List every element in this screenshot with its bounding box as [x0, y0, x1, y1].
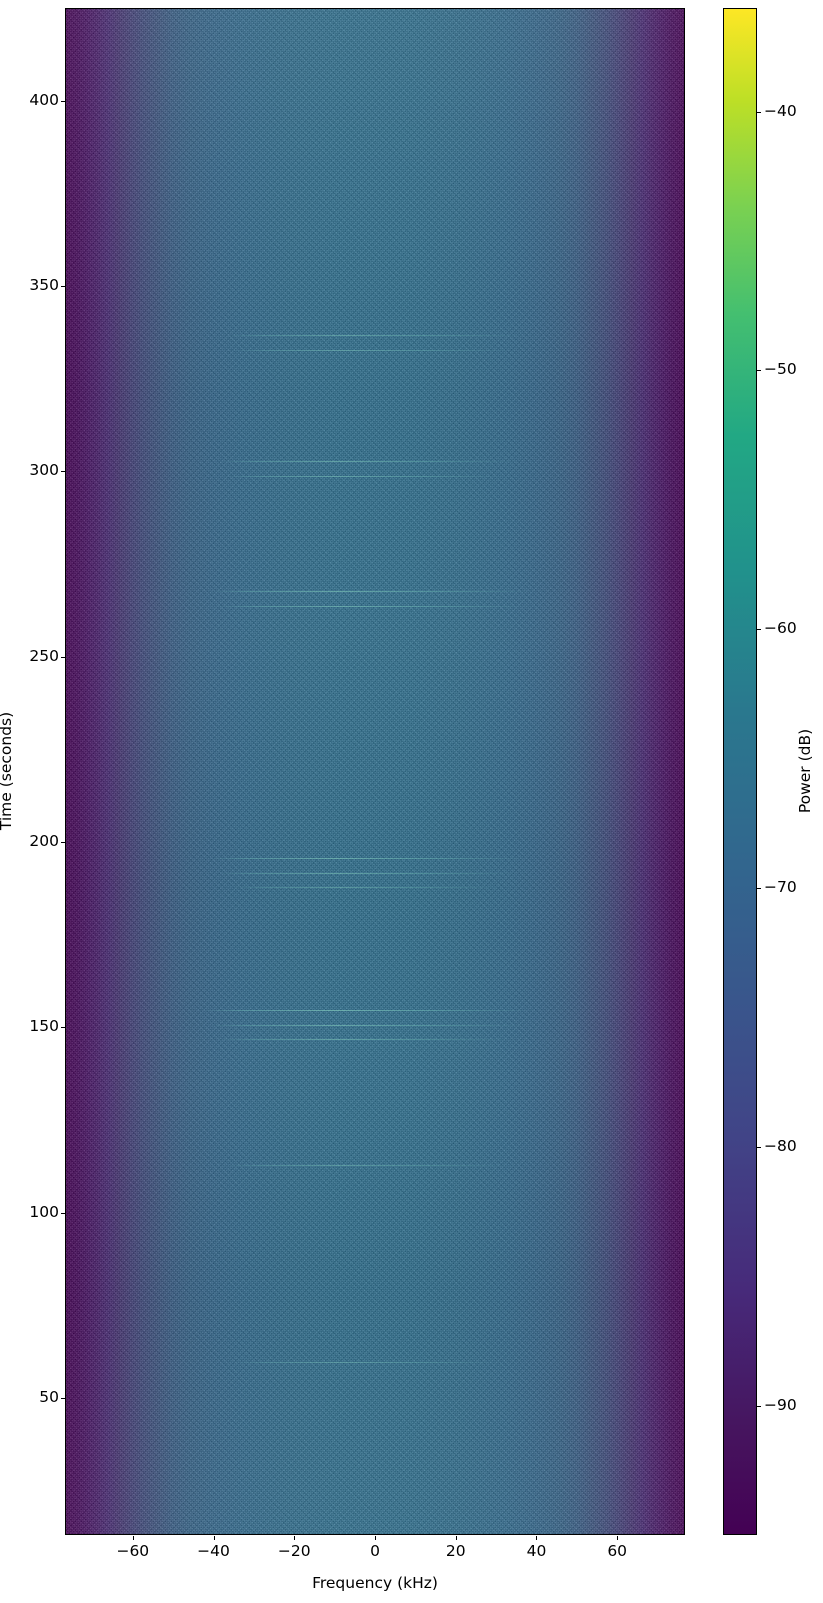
colorbar-tick-mark — [757, 629, 761, 631]
y-tick-mark — [61, 100, 65, 102]
colorbar-tick-label: −50 — [764, 360, 797, 379]
x-tick-label: 60 — [607, 1542, 628, 1560]
y-tick-label: 200 — [29, 831, 59, 850]
colorbar-tick-mark — [757, 370, 761, 372]
y-axis-label: Time (seconds) — [0, 711, 15, 831]
colorbar-tick-mark — [757, 1146, 761, 1148]
y-tick-label: 50 — [39, 1387, 59, 1406]
colorbar-tick-mark — [757, 111, 761, 113]
y-tick-label: 400 — [29, 90, 59, 109]
x-tick-mark — [455, 1536, 457, 1540]
time-drift-gradient — [66, 9, 684, 1534]
y-tick-mark — [61, 656, 65, 658]
y-tick-mark — [61, 1397, 65, 1399]
x-tick-mark — [617, 1536, 619, 1540]
spectrogram-plot-area[interactable] — [65, 8, 685, 1535]
power-colorbar[interactable] — [723, 8, 757, 1535]
colorbar-tick-label: −80 — [764, 1136, 797, 1155]
y-tick-label: 100 — [29, 1202, 59, 1221]
x-tick-label: −20 — [277, 1542, 311, 1560]
colorbar-tick-label: −70 — [764, 877, 797, 896]
x-tick-mark — [132, 1536, 134, 1540]
colorbar-tick-mark — [757, 887, 761, 889]
x-tick-label: 20 — [445, 1542, 466, 1560]
y-tick-mark — [61, 1212, 65, 1214]
colorbar-tick-label: −90 — [764, 1395, 797, 1414]
x-tick-label: 0 — [370, 1542, 380, 1560]
x-tick-label: −60 — [116, 1542, 150, 1560]
colorbar-label: Power (dB) — [796, 728, 814, 814]
y-tick-mark — [61, 285, 65, 287]
spectrogram-noise-texture — [66, 9, 684, 1534]
frequency-power-gradient — [66, 9, 684, 1534]
y-tick-label: 350 — [29, 275, 59, 294]
x-axis-label: Frequency (kHz) — [312, 1574, 438, 1592]
x-tick-mark — [536, 1536, 538, 1540]
x-tick-mark — [294, 1536, 296, 1540]
x-tick-label: 40 — [526, 1542, 547, 1560]
x-tick-mark — [375, 1536, 376, 1540]
x-tick-mark — [213, 1536, 215, 1540]
y-tick-mark — [61, 471, 65, 473]
y-tick-label: 150 — [29, 1017, 59, 1036]
y-tick-mark — [61, 841, 65, 843]
spectrogram-fine-grain — [66, 9, 684, 1534]
y-tick-label: 300 — [29, 461, 59, 480]
x-tick-label: −40 — [197, 1542, 230, 1560]
colorbar-tick-label: −40 — [764, 101, 797, 120]
y-tick-label: 250 — [29, 646, 59, 665]
y-tick-mark — [61, 1027, 65, 1029]
colorbar-tick-label: −60 — [764, 619, 797, 638]
colorbar-tick-mark — [757, 1405, 761, 1407]
